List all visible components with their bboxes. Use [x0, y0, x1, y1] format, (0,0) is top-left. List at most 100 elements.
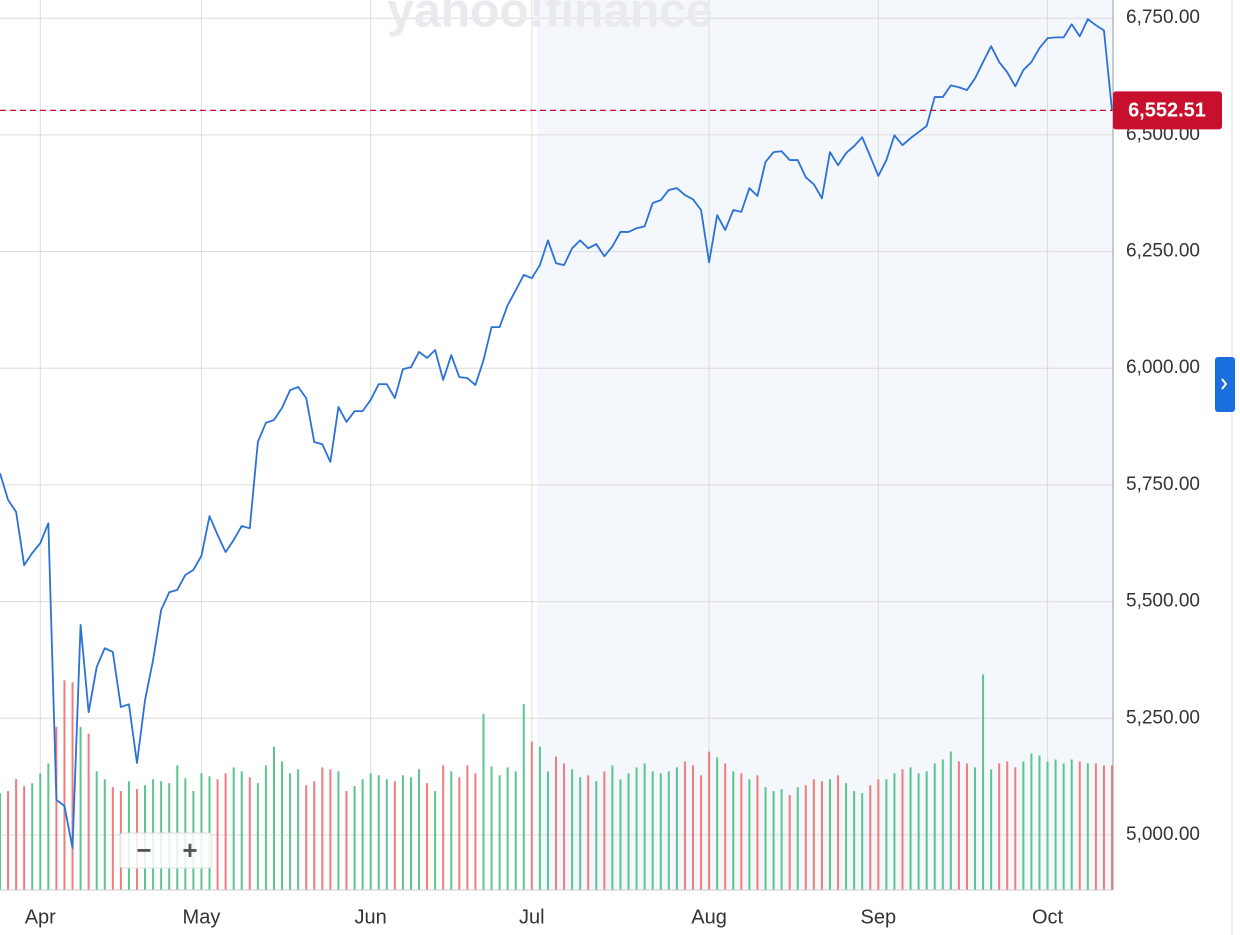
volume-bar — [611, 765, 614, 890]
volume-bar — [651, 771, 654, 890]
volume-bar — [820, 781, 823, 890]
x-tick-label: Sep — [861, 906, 897, 928]
volume-bar — [240, 771, 243, 890]
volume-bar — [925, 771, 928, 890]
volume-bar — [393, 781, 396, 890]
x-tick-label: Oct — [1032, 906, 1064, 928]
volume-bar — [329, 769, 332, 890]
volume-bar — [788, 795, 791, 890]
y-tick-label: 5,500.00 — [1126, 591, 1200, 612]
volume-bar — [861, 793, 864, 890]
volume-bar — [877, 779, 880, 890]
volume-bar — [176, 765, 179, 890]
volume-bar — [200, 773, 203, 890]
volume-bar — [442, 765, 445, 890]
volume-bar — [450, 771, 453, 890]
expand-tab[interactable] — [1215, 357, 1235, 412]
volume-bar — [409, 777, 412, 890]
volume-bar — [224, 773, 227, 890]
volume-bar — [281, 761, 284, 890]
volume-bar — [1062, 763, 1065, 890]
volume-bar — [248, 777, 251, 890]
volume-bar — [458, 777, 461, 890]
volume-bar — [0, 793, 1, 890]
y-tick-label: 6,000.00 — [1126, 357, 1200, 378]
volume-bar — [297, 769, 300, 890]
volume-bar — [893, 773, 896, 890]
volume-bar — [474, 773, 477, 890]
volume-bar — [619, 779, 622, 890]
volume-bar — [321, 767, 324, 890]
volume-bar — [724, 763, 727, 890]
volume-bar — [103, 779, 106, 890]
y-tick-label: 6,750.00 — [1126, 7, 1200, 28]
volume-bar — [490, 766, 493, 890]
zoom-in-button[interactable]: + — [182, 835, 197, 865]
last-price-label: 6,552.51 — [1128, 100, 1206, 122]
expand-icon — [1221, 378, 1228, 390]
volume-bar — [353, 786, 356, 890]
volume-bar — [691, 765, 694, 890]
volume-bar — [71, 682, 74, 890]
volume-bar — [79, 726, 82, 890]
price-line — [0, 18, 1113, 849]
volume-bar — [418, 769, 421, 890]
volume-bar — [337, 771, 340, 890]
volume-bar — [780, 789, 783, 890]
volume-bar — [39, 773, 42, 890]
volume-bar — [957, 761, 960, 890]
volume-bar — [361, 779, 364, 890]
volume-bar — [87, 733, 90, 890]
volume-bar — [909, 767, 912, 890]
volume-bar — [23, 786, 26, 890]
volume-bar — [256, 783, 259, 890]
volume-bar — [264, 765, 267, 890]
volume-bar — [901, 769, 904, 890]
volume-bar — [530, 741, 533, 890]
volume-bar — [31, 783, 34, 890]
volume-bar — [740, 773, 743, 890]
volume-bar — [1046, 761, 1049, 890]
volume-bar — [47, 763, 50, 890]
volume-bar — [426, 783, 429, 890]
volume-bar — [1022, 761, 1025, 890]
volume-bar — [216, 779, 219, 890]
x-tick-label: Jun — [355, 906, 387, 928]
volume-bar — [1070, 759, 1073, 890]
x-tick-label: Aug — [691, 906, 727, 928]
labels: 5,000.00 5,250.00 5,500.00 5,750.00 6,000.00… — [25, 7, 1222, 928]
volume-bar — [941, 759, 944, 890]
x-tick-label: Apr — [25, 906, 56, 928]
volume-bar — [756, 775, 759, 890]
x-tick-label: Jul — [519, 906, 545, 928]
volume-bar — [982, 674, 985, 890]
volume-bar — [804, 785, 807, 890]
volume-bar — [401, 775, 404, 890]
volume-bar — [272, 746, 275, 890]
volume-bar — [917, 773, 920, 890]
volume-bar — [1111, 765, 1113, 890]
volume-bar — [232, 767, 235, 890]
volume-bar — [111, 787, 114, 890]
x-tick-label: May — [183, 906, 221, 928]
volume-bar — [700, 775, 703, 890]
volume-bar — [667, 771, 670, 890]
volume-bar — [998, 763, 1001, 890]
volume-bar — [571, 769, 574, 890]
volume-bar — [635, 767, 638, 890]
volume-bar — [498, 775, 501, 890]
zoom-out-button[interactable]: − — [136, 835, 151, 865]
volume-bar — [885, 779, 888, 890]
volume-bar — [385, 779, 388, 890]
volume-bar — [1086, 763, 1089, 890]
volume-bar — [63, 680, 66, 890]
watermark: yahoo!finance — [387, 0, 712, 38]
volume-bar — [837, 775, 840, 890]
volume-bar — [965, 763, 968, 890]
volume-bar — [305, 785, 308, 890]
volume-bar — [579, 777, 582, 890]
volume-bar — [949, 751, 952, 890]
zoom-controls: − + — [119, 832, 213, 869]
volume-bar — [732, 771, 735, 890]
